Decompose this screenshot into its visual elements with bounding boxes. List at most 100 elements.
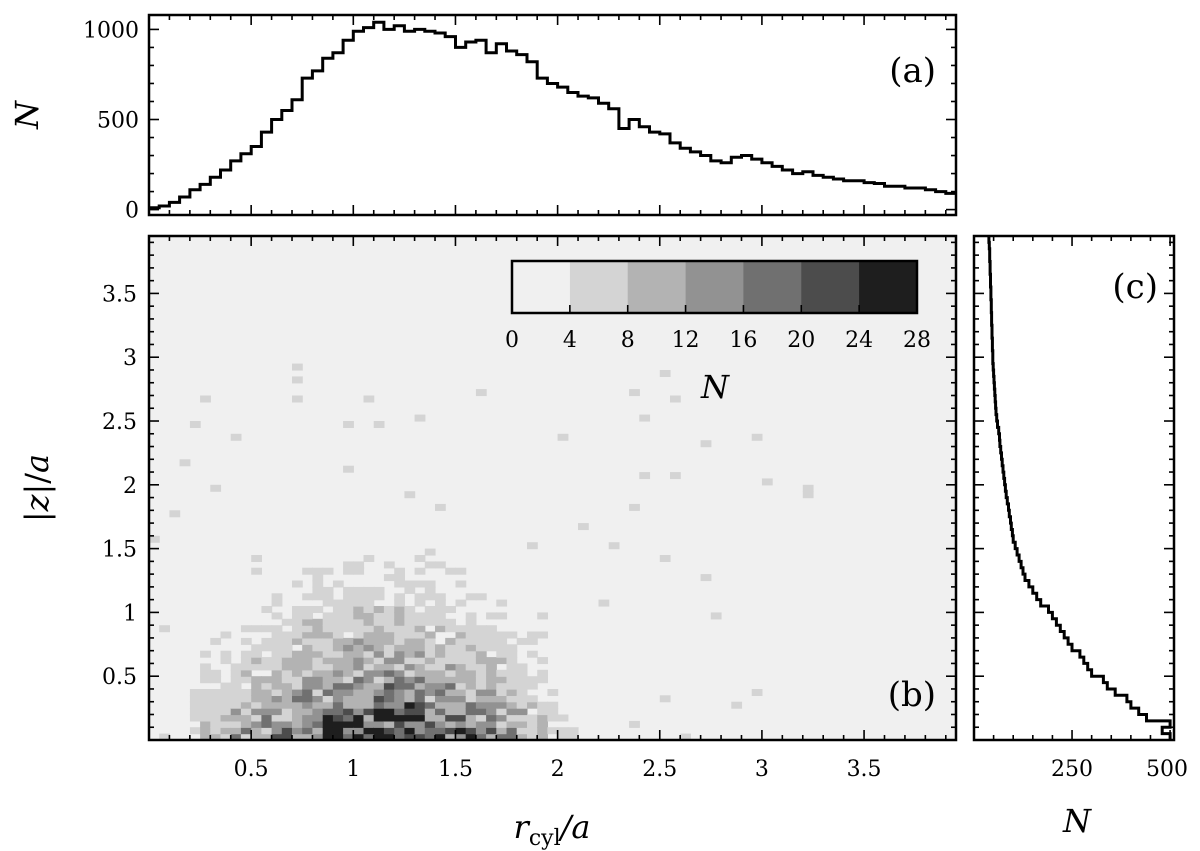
density-cell — [496, 637, 508, 645]
density-cell — [404, 733, 416, 740]
density-cell — [465, 669, 477, 677]
density-cell — [404, 491, 416, 499]
density-cell — [435, 714, 446, 722]
density-cell — [383, 727, 395, 735]
density-cell — [475, 650, 487, 658]
density-cell — [302, 593, 313, 601]
density-cell — [261, 701, 273, 709]
density-cell — [455, 689, 467, 696]
density-cell — [465, 733, 477, 740]
density-cell — [353, 586, 365, 594]
density-cell — [383, 650, 395, 658]
density-cell — [383, 657, 395, 665]
density-cell — [435, 606, 446, 613]
density-cell — [435, 625, 446, 633]
density-cell — [363, 618, 375, 626]
density-cell — [210, 733, 222, 740]
density-cell — [189, 714, 201, 722]
density-cell — [343, 669, 354, 677]
density-cell — [435, 503, 446, 511]
density-cell — [210, 695, 222, 703]
density-cell — [230, 720, 242, 728]
density-cell — [445, 637, 456, 645]
colorbar-tick-label: 16 — [729, 328, 757, 353]
density-cell — [363, 720, 375, 728]
density-cell — [332, 657, 344, 665]
colorbar-tick-label: 8 — [621, 328, 635, 353]
density-cell — [343, 682, 354, 690]
panel-b-y-tick-label: 2.5 — [102, 410, 137, 435]
density-cell — [261, 657, 273, 665]
density-cell — [445, 708, 456, 716]
density-cell — [404, 657, 416, 665]
density-cell — [435, 650, 446, 658]
density-cell — [710, 612, 722, 620]
density-cell — [240, 714, 252, 722]
density-cell — [424, 695, 436, 703]
density-cell — [271, 689, 283, 696]
density-cell — [271, 720, 283, 728]
density-cell — [731, 701, 743, 709]
density-cell — [353, 669, 365, 677]
density-cell — [414, 644, 426, 652]
density-cell — [537, 727, 548, 735]
panel-b-y-tick-label: 1.5 — [102, 538, 137, 563]
density-cell — [332, 727, 344, 735]
density-cell — [435, 720, 446, 728]
density-cell — [302, 701, 313, 709]
density-cell — [281, 682, 293, 690]
panel-b-heatmap: 0.5 1 1.5 2 2.5 3 3.5 0.5 1 1.5 2 2.5 3 3.5 rcyl/a |… — [18, 234, 958, 851]
density-cell — [394, 625, 405, 633]
density-cell — [475, 695, 487, 703]
panel-b-x-tick-label: 3.5 — [847, 757, 882, 782]
density-cell — [343, 689, 354, 696]
density-cell — [332, 612, 344, 620]
density-cell — [353, 695, 365, 703]
panel-b-x-axis-title: rcyl/a — [514, 808, 591, 851]
density-cell — [271, 676, 283, 684]
density-cell — [220, 727, 232, 735]
density-cell — [547, 727, 559, 735]
density-cell — [455, 708, 467, 716]
density-cell — [353, 644, 365, 652]
density-cell — [332, 580, 344, 588]
density-cell — [608, 542, 620, 550]
density-cell — [322, 593, 334, 601]
density-cell — [271, 733, 283, 740]
density-cell — [200, 733, 211, 740]
density-cell — [496, 650, 508, 658]
density-cell — [475, 593, 487, 601]
density-cell — [455, 580, 467, 588]
colorbar-swatch — [859, 261, 918, 313]
density-cell — [312, 663, 324, 671]
density-cell — [486, 720, 497, 728]
density-cell — [322, 720, 334, 728]
density-cell — [424, 701, 436, 709]
density-cell — [292, 363, 303, 371]
density-cell — [465, 631, 477, 639]
density-cell — [343, 695, 354, 703]
density-cell — [486, 733, 497, 740]
density-cell — [271, 708, 283, 716]
density-cell — [445, 701, 456, 709]
density-cell — [629, 389, 640, 397]
panel-a-y-tick-label: 0 — [125, 199, 139, 224]
density-cell — [312, 631, 324, 639]
density-cell — [394, 689, 405, 696]
density-cell — [445, 727, 456, 735]
density-cell — [353, 663, 365, 671]
density-cell — [200, 395, 211, 403]
density-cell — [189, 727, 201, 735]
colorbar-tick-labels: 0 4 8 12 16 20 24 28 — [505, 328, 931, 353]
density-cell — [445, 663, 456, 671]
density-cell — [394, 733, 405, 740]
density-cell — [659, 695, 671, 703]
density-cell — [414, 695, 426, 703]
density-cell — [271, 637, 283, 645]
density-cell — [200, 676, 211, 684]
density-cell — [506, 733, 518, 740]
density-cell — [404, 676, 416, 684]
density-cell — [394, 637, 405, 645]
density-cell — [363, 612, 375, 620]
